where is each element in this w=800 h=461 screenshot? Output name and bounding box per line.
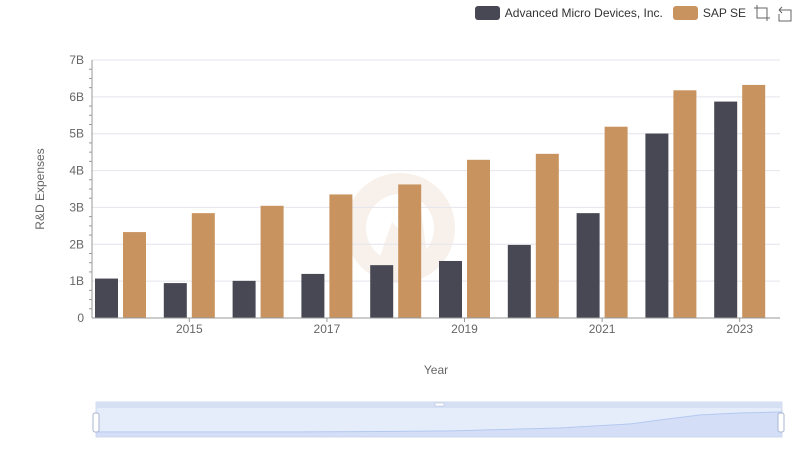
bar-sap-2018[interactable] <box>398 184 422 318</box>
datazoom-slider[interactable] <box>92 401 785 438</box>
bar-amd-2018[interactable] <box>370 265 394 318</box>
legend-swatch-amd <box>474 6 500 20</box>
x-tick-label: 2021 <box>589 322 616 336</box>
toolbox <box>748 4 794 22</box>
bar-amd-2022[interactable] <box>645 133 669 318</box>
x-tick-label: 2017 <box>314 322 341 336</box>
tick-labels: 0 1B 2B 3B 4B 5B 6B 7B 2015 2017 2019 2021 2023 <box>69 53 753 336</box>
x-tick-label: 2023 <box>726 322 753 336</box>
y-tick-label: 2B <box>69 237 84 251</box>
datazoom-filled-area <box>96 412 782 437</box>
legend-item-sap[interactable]: SAP SE <box>672 6 746 20</box>
datazoom-handle-left[interactable] <box>92 412 100 433</box>
y-tick-label: 0 <box>77 311 84 325</box>
bar-amd-2015[interactable] <box>163 283 187 318</box>
y-tick-label: 6B <box>69 90 84 104</box>
bar-amd-2014[interactable] <box>95 278 118 318</box>
zoom-icon[interactable] <box>753 4 771 22</box>
axes <box>89 60 780 322</box>
bar-sap-2019[interactable] <box>467 159 490 318</box>
bar-amd-2016[interactable] <box>232 280 256 318</box>
datazoom-selection[interactable] <box>96 408 782 437</box>
legend-label-amd: Advanced Micro Devices, Inc. <box>504 6 663 20</box>
bar-sap-2016[interactable] <box>260 205 284 318</box>
y-tick-label: 3B <box>69 200 84 214</box>
x-tick-label: 2019 <box>451 322 478 336</box>
y-axis-label: R&D Expenses <box>33 148 47 229</box>
bar-amd-2023[interactable] <box>714 101 738 318</box>
bar-sap-2014[interactable] <box>123 232 146 318</box>
bar-sap-2017[interactable] <box>329 194 353 318</box>
y-tick-label: 1B <box>69 274 84 288</box>
x-tick-label: 2015 <box>176 322 203 336</box>
y-tick-label: 5B <box>69 127 84 141</box>
legend-label-sap: SAP SE <box>702 6 746 20</box>
legend-swatch-sap <box>672 6 698 20</box>
bar-amd-2021[interactable] <box>576 213 600 318</box>
bar-sap-2015[interactable] <box>191 213 215 318</box>
legend-item-amd[interactable]: Advanced Micro Devices, Inc. <box>474 6 663 20</box>
bar-amd-2017[interactable] <box>301 273 325 318</box>
bar-amd-2020[interactable] <box>507 244 531 318</box>
datazoom-drag-grip[interactable] <box>434 402 445 407</box>
bar-amd-2019[interactable] <box>439 260 462 318</box>
legend: Advanced Micro Devices, Inc. SAP SE <box>474 4 800 22</box>
datazoom-handle-right[interactable] <box>777 412 785 433</box>
bar-sap-2022[interactable] <box>673 90 697 318</box>
bar-sap-2023[interactable] <box>742 84 766 318</box>
bar-sap-2020[interactable] <box>535 153 559 318</box>
bars-group[interactable] <box>95 84 766 318</box>
y-tick-label: 4B <box>69 164 84 178</box>
restore-icon[interactable] <box>776 4 794 22</box>
y-tick-label: 7B <box>69 53 84 67</box>
bar-sap-2021[interactable] <box>604 126 628 318</box>
x-axis-label: Year <box>424 363 448 377</box>
